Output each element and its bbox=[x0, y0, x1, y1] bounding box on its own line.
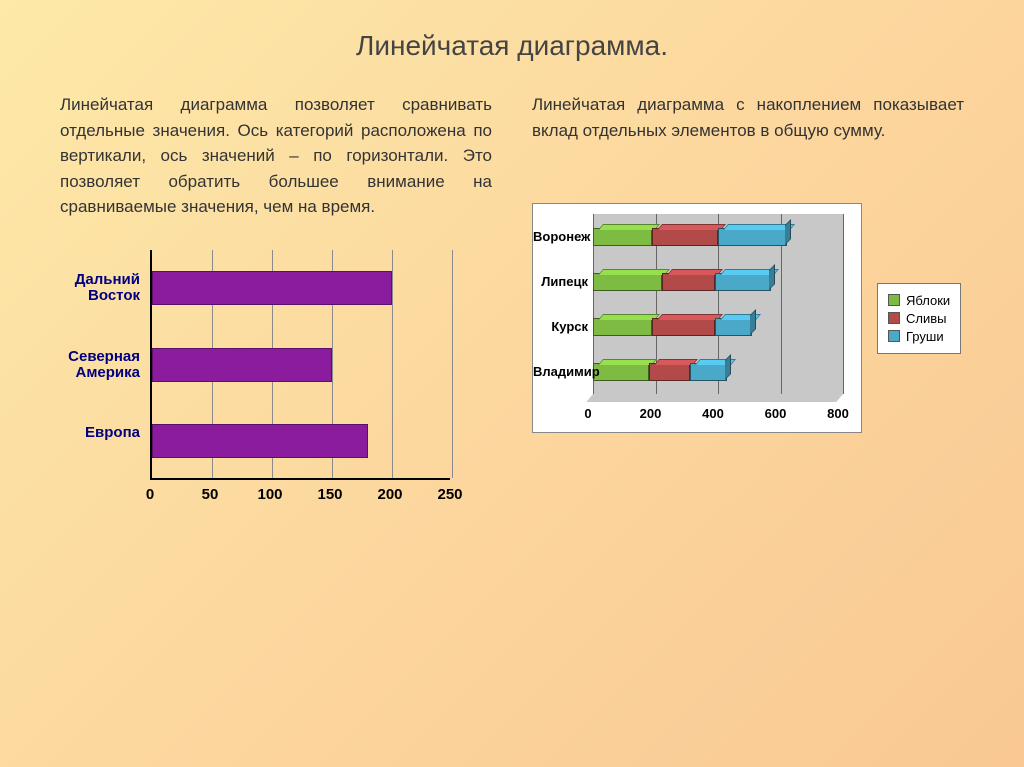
chart2-segment bbox=[593, 318, 652, 336]
left-column: Линейчатая диаграмма позволяет сравниват… bbox=[60, 92, 492, 520]
chart2-x-tick: 600 bbox=[765, 406, 787, 421]
chart1-gridline bbox=[392, 250, 393, 478]
chart2-x-tick: 400 bbox=[702, 406, 724, 421]
chart1-y-label: Европа bbox=[60, 425, 140, 442]
legend-label: Яблоки bbox=[906, 293, 950, 308]
chart2-segment bbox=[649, 363, 690, 381]
legend: Яблоки Сливы Груши bbox=[877, 283, 961, 354]
legend-swatch bbox=[888, 294, 900, 306]
chart2-y-label: Курск bbox=[533, 319, 588, 334]
chart2-bar-row bbox=[593, 363, 727, 381]
chart2-segment bbox=[652, 228, 718, 246]
chart1-x-tick: 150 bbox=[317, 486, 342, 503]
chart2-plot-area bbox=[593, 214, 843, 394]
chart2-segment bbox=[662, 273, 715, 291]
right-column: Линейчатая диаграмма с накоплением показ… bbox=[532, 92, 964, 520]
chart2-segment bbox=[715, 318, 753, 336]
legend-swatch bbox=[888, 312, 900, 324]
chart2-segment bbox=[593, 228, 652, 246]
chart2-y-label: Воронеж bbox=[533, 229, 588, 244]
chart2-segment bbox=[593, 363, 649, 381]
legend-item: Яблоки bbox=[888, 293, 950, 308]
left-paragraph: Линейчатая диаграмма позволяет сравниват… bbox=[60, 92, 492, 220]
chart1-y-label: Северная Америка bbox=[60, 349, 140, 382]
chart1-bar bbox=[152, 424, 368, 458]
chart2-y-label: Липецк bbox=[533, 274, 588, 289]
chart1-plot-area bbox=[150, 250, 450, 480]
simple-bar-chart: 0 50 100 150 200 250 Европа Северная Америка Дал… bbox=[60, 240, 480, 520]
chart2-segment bbox=[715, 273, 771, 291]
page-title: Линейчатая диаграмма. bbox=[0, 0, 1024, 92]
legend-label: Груши bbox=[906, 329, 944, 344]
chart1-y-label: Дальний Восток bbox=[60, 272, 140, 305]
chart2-bar-row bbox=[593, 318, 752, 336]
chart2-y-label: Владимир bbox=[533, 364, 588, 379]
chart1-x-tick: 50 bbox=[202, 486, 219, 503]
right-paragraph: Линейчатая диаграмма с накоплением показ… bbox=[532, 92, 964, 143]
chart2-x-tick: 800 bbox=[827, 406, 849, 421]
chart1-bar bbox=[152, 271, 392, 305]
chart1-bar bbox=[152, 348, 332, 382]
chart2-x-tick: 0 bbox=[584, 406, 591, 421]
chart1-x-tick: 200 bbox=[377, 486, 402, 503]
legend-swatch bbox=[888, 330, 900, 342]
legend-item: Сливы bbox=[888, 311, 950, 326]
chart1-x-tick: 0 bbox=[146, 486, 154, 503]
chart2-segment bbox=[690, 363, 728, 381]
stacked-bar-chart: 0 200 400 600 800 Владимир Курск Липецк Воронеж bbox=[532, 203, 862, 433]
chart2-segment bbox=[718, 228, 787, 246]
chart2-segment bbox=[652, 318, 715, 336]
chart2-segment bbox=[593, 273, 662, 291]
chart1-x-tick: 250 bbox=[437, 486, 462, 503]
chart2-bar-row bbox=[593, 273, 771, 291]
two-column-layout: Линейчатая диаграмма позволяет сравниват… bbox=[0, 92, 1024, 520]
legend-item: Груши bbox=[888, 329, 950, 344]
chart2-gridline bbox=[843, 214, 844, 394]
chart2-x-tick: 200 bbox=[640, 406, 662, 421]
chart1-gridline bbox=[452, 250, 453, 478]
chart2-bar-row bbox=[593, 228, 787, 246]
chart1-x-tick: 100 bbox=[257, 486, 282, 503]
chart2-floor bbox=[586, 394, 843, 402]
legend-label: Сливы bbox=[906, 311, 947, 326]
stacked-chart-row: 0200400600800ВладимирКурскЛипецкВоронеж … bbox=[532, 203, 964, 433]
